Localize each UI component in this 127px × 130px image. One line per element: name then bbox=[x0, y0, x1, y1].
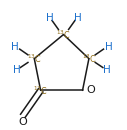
Text: H: H bbox=[103, 65, 111, 75]
Text: $^{13}$C: $^{13}$C bbox=[33, 84, 48, 97]
Text: O: O bbox=[19, 117, 27, 127]
Text: H: H bbox=[13, 65, 20, 75]
Text: $^{13}$C: $^{13}$C bbox=[82, 52, 96, 65]
Text: H: H bbox=[46, 13, 53, 23]
Text: O: O bbox=[86, 85, 95, 95]
Text: $^{13}$C: $^{13}$C bbox=[56, 28, 71, 41]
Text: $^{13}$C: $^{13}$C bbox=[27, 52, 42, 65]
Text: H: H bbox=[105, 42, 113, 52]
Text: H: H bbox=[11, 42, 19, 52]
Text: H: H bbox=[74, 13, 81, 23]
